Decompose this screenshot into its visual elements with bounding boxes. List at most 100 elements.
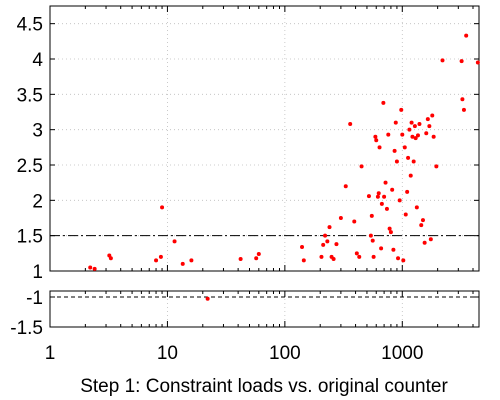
data-point bbox=[427, 124, 432, 129]
data-point bbox=[334, 242, 339, 247]
data-point bbox=[373, 134, 378, 139]
data-point bbox=[319, 254, 324, 259]
data-point bbox=[409, 120, 414, 125]
data-point bbox=[301, 258, 306, 263]
data-point bbox=[424, 131, 429, 136]
y-tick-label: -1 bbox=[26, 288, 43, 309]
data-point bbox=[400, 132, 405, 137]
data-point bbox=[88, 265, 93, 270]
data-point bbox=[300, 244, 305, 249]
y-tick-label: 1 bbox=[32, 262, 43, 283]
data-point bbox=[401, 258, 406, 263]
data-point bbox=[387, 226, 392, 231]
data-point bbox=[420, 218, 425, 223]
plot-frame bbox=[49, 290, 480, 328]
data-point bbox=[419, 223, 424, 228]
y-tick-label: 1.5 bbox=[17, 227, 43, 248]
data-point bbox=[369, 213, 374, 218]
x-tick-label: 1 bbox=[45, 343, 56, 364]
data-point bbox=[338, 216, 343, 220]
x-tick-label: 100 bbox=[269, 343, 301, 364]
data-point bbox=[408, 173, 413, 178]
data-point bbox=[381, 100, 386, 105]
data-point bbox=[189, 258, 194, 263]
data-point bbox=[394, 159, 399, 164]
data-point bbox=[386, 132, 391, 137]
data-point bbox=[327, 225, 332, 230]
data-point bbox=[238, 256, 243, 261]
data-point bbox=[158, 254, 163, 259]
y-tick-label: 2 bbox=[32, 191, 43, 212]
data-point bbox=[354, 251, 359, 256]
data-point bbox=[254, 256, 259, 261]
data-point bbox=[415, 133, 420, 138]
data-point bbox=[459, 59, 464, 64]
data-point bbox=[396, 256, 401, 261]
data-point bbox=[331, 256, 336, 261]
data-point bbox=[461, 107, 466, 112]
data-point bbox=[392, 148, 397, 153]
data-point bbox=[154, 258, 159, 263]
data-point bbox=[321, 242, 326, 247]
data-point bbox=[403, 212, 408, 217]
y-tick-label: 4.5 bbox=[17, 15, 43, 36]
data-point bbox=[475, 60, 480, 65]
data-point bbox=[368, 233, 373, 238]
data-point bbox=[397, 198, 402, 203]
data-point bbox=[388, 230, 393, 235]
x-axis-label: Step 1: Constraint loads vs. original co… bbox=[80, 376, 448, 397]
data-point bbox=[393, 120, 398, 125]
x-axis: 1 10 100 1000 bbox=[45, 343, 424, 364]
data-point bbox=[256, 252, 261, 257]
data-point bbox=[411, 159, 416, 164]
data-point bbox=[92, 266, 97, 271]
data-point bbox=[410, 134, 415, 139]
data-point bbox=[390, 187, 395, 192]
data-point bbox=[108, 256, 113, 261]
data-point bbox=[377, 145, 382, 150]
data-point bbox=[323, 233, 328, 238]
data-point bbox=[407, 127, 412, 132]
data-point bbox=[414, 205, 419, 210]
data-point bbox=[399, 107, 404, 112]
data-point bbox=[413, 136, 418, 141]
data-point bbox=[160, 205, 165, 210]
data-point bbox=[464, 33, 469, 38]
y-tick-label: 4 bbox=[32, 50, 43, 71]
data-point bbox=[379, 201, 384, 206]
data-point bbox=[382, 194, 387, 199]
data-point bbox=[383, 180, 388, 185]
data-point bbox=[366, 194, 371, 199]
x-tick-label: 1000 bbox=[381, 343, 423, 364]
data-point bbox=[384, 206, 389, 211]
plot-frame bbox=[49, 5, 480, 272]
data-point bbox=[391, 247, 396, 252]
main-panel: 1 1.5 2 2.5 3 3.5 4 4.5 bbox=[17, 5, 480, 283]
data-point bbox=[430, 113, 435, 118]
y-tick-label: -1.5 bbox=[10, 318, 43, 339]
data-point bbox=[370, 238, 375, 243]
data-point bbox=[325, 239, 330, 244]
data-point bbox=[412, 124, 417, 129]
data-point bbox=[434, 164, 439, 169]
data-point bbox=[375, 194, 380, 199]
data-point bbox=[460, 97, 465, 102]
data-point bbox=[428, 237, 433, 242]
data-point bbox=[205, 296, 210, 301]
data-point bbox=[357, 254, 362, 259]
x-tick-label: 10 bbox=[157, 343, 178, 364]
data-point bbox=[343, 184, 348, 189]
negative-panel: -1 -1.5 bbox=[10, 288, 480, 339]
data-point bbox=[180, 261, 185, 266]
y-tick-label: 3 bbox=[32, 121, 43, 142]
data-point bbox=[425, 117, 430, 122]
data-point bbox=[431, 134, 436, 139]
data-point bbox=[371, 254, 376, 259]
data-point bbox=[440, 58, 445, 63]
data-point bbox=[379, 246, 384, 251]
data-point bbox=[374, 138, 379, 143]
data-point bbox=[402, 145, 407, 150]
data-point bbox=[359, 164, 364, 169]
data-point bbox=[376, 191, 381, 196]
